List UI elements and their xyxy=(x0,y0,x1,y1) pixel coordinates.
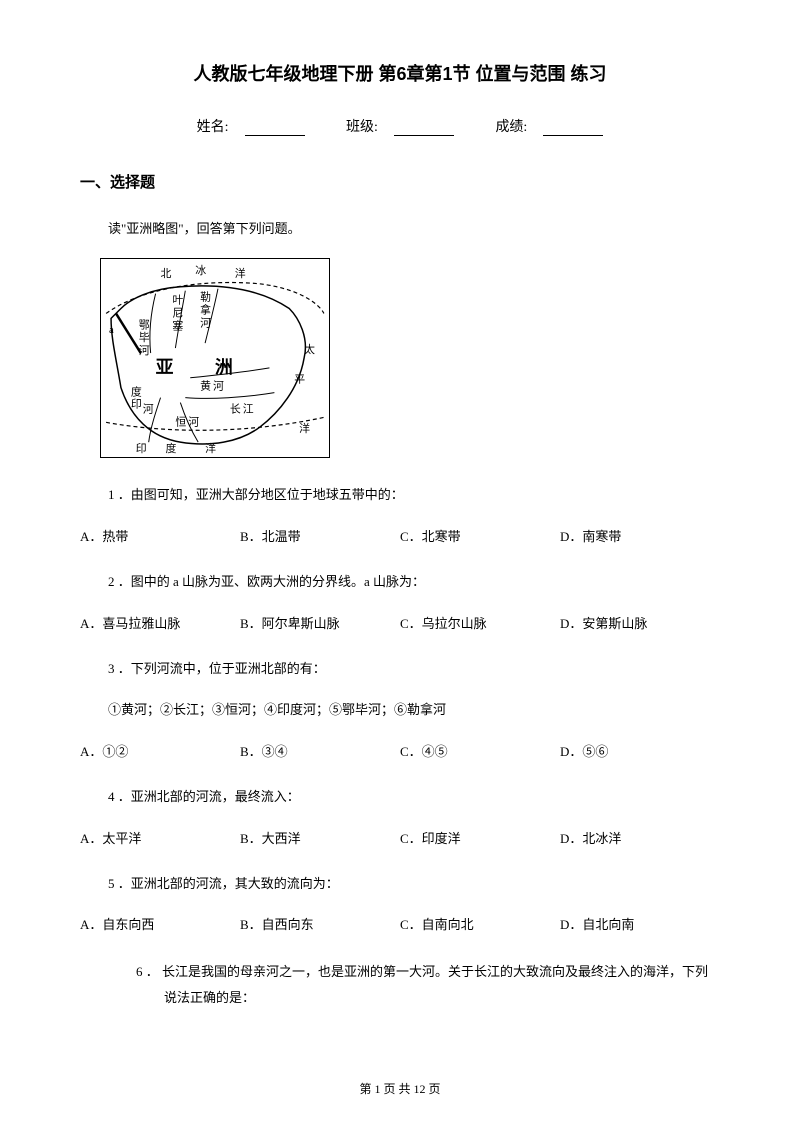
ob-river xyxy=(150,294,156,353)
label-lena2: 拿 xyxy=(200,303,211,317)
label-yellow1: 黄 xyxy=(200,379,211,393)
label-indus3: 河 xyxy=(143,403,154,416)
question-2: 2 ．图中的 a 山脉为亚、欧两大洲的分界线。a 山脉为： xyxy=(108,570,720,593)
label-ni: 尼 xyxy=(172,307,183,320)
opt-3d: D．⑤⑥ xyxy=(560,740,720,763)
label-a: a xyxy=(109,325,114,337)
question-6: 6 ． 长江是我国的母亲河之一，也是亚洲的第一大河。关于长江的大致流向及最终注入… xyxy=(136,959,720,1011)
opt-4a: A．太平洋 xyxy=(80,827,240,850)
opt-2d: D．安第斯山脉 xyxy=(560,612,720,635)
label-arctic3: 洋 xyxy=(235,266,246,280)
label-ob1: 鄂 xyxy=(139,319,150,332)
score-label: 成绩: xyxy=(495,120,527,135)
map-svg: a 北 冰 洋 鄂 毕 河 叶 尼 塞 勒 拿 河 亚 洲 黄 河 长 江 印 … xyxy=(101,259,329,457)
question-4: 4 ．亚洲北部的河流，最终流入： xyxy=(108,785,720,808)
label-yenisei: 叶 xyxy=(172,294,183,307)
label-lena1: 勒 xyxy=(200,291,211,304)
opt-5a: A．自东向西 xyxy=(80,913,240,936)
options-3: A．①② B．③④ C．④⑤ D．⑤⑥ xyxy=(80,740,720,763)
label-indus1: 印 xyxy=(131,398,142,411)
question-5: 5 ．亚洲北部的河流，其大致的流向为： xyxy=(108,872,720,895)
class-label: 班级: xyxy=(346,120,378,135)
options-1: A．热带 B．北温带 C．北寒带 D．南寒带 xyxy=(80,525,720,548)
section-heading: 一、选择题 xyxy=(80,171,720,192)
opt-1c: C．北寒带 xyxy=(400,525,560,548)
student-info-row: 姓名: 班级: 成绩: xyxy=(80,116,720,136)
label-ganges2: 河 xyxy=(188,416,199,429)
label-asia1: 亚 xyxy=(156,357,174,377)
q6-text: 6 ． 长江是我国的母亲河之一，也是亚洲的第一大河。关于长江的大致流向及最终注入… xyxy=(136,964,708,1005)
label-indus2: 度 xyxy=(131,385,142,399)
opt-4d: D．北冰洋 xyxy=(560,827,720,850)
label-pacific1: 太 xyxy=(304,343,315,356)
opt-2a: A．喜马拉雅山脉 xyxy=(80,612,240,635)
opt-2c: C．乌拉尔山脉 xyxy=(400,612,560,635)
label-yangtze1: 长 xyxy=(230,403,241,416)
label-yellow2: 河 xyxy=(213,380,224,393)
yangtze-river xyxy=(185,393,274,399)
options-2: A．喜马拉雅山脉 B．阿尔卑斯山脉 C．乌拉尔山脉 D．安第斯山脉 xyxy=(80,612,720,635)
question-3: 3 ．下列河流中，位于亚洲北部的有： xyxy=(108,657,720,680)
label-ganges1: 恒 xyxy=(175,416,186,429)
label-pacific2: 平 xyxy=(294,374,305,386)
label-arctic2: 冰 xyxy=(195,264,206,277)
name-blank xyxy=(245,122,305,136)
instruction-text: 读"亚洲略图"，回答第下列问题。 xyxy=(108,217,720,240)
label-yangtze2: 江 xyxy=(243,403,254,416)
score-blank xyxy=(543,122,603,136)
options-4: A．太平洋 B．大西洋 C．印度洋 D．北冰洋 xyxy=(80,827,720,850)
opt-5b: B．自西向东 xyxy=(240,913,400,936)
label-arctic1: 北 xyxy=(161,267,172,280)
opt-1a: A．热带 xyxy=(80,525,240,548)
ural-mountains xyxy=(116,314,141,354)
label-indian2: 度 xyxy=(166,441,177,455)
options-5: A．自东向西 B．自西向东 C．自南向北 D．自北向南 xyxy=(80,913,720,936)
arctic-circle-line xyxy=(106,283,324,314)
opt-3b: B．③④ xyxy=(240,740,400,763)
name-label: 姓名: xyxy=(197,120,229,135)
opt-5c: C．自南向北 xyxy=(400,913,560,936)
label-lena3: 河 xyxy=(200,317,211,330)
question-1: 1 ．由图可知，亚洲大部分地区位于地球五带中的： xyxy=(108,483,720,506)
opt-1d: D．南寒带 xyxy=(560,525,720,548)
label-ob3: 河 xyxy=(139,344,150,357)
opt-4b: B．大西洋 xyxy=(240,827,400,850)
opt-3a: A．①② xyxy=(80,740,240,763)
label-ob2: 毕 xyxy=(139,332,150,345)
opt-1b: B．北温带 xyxy=(240,525,400,548)
opt-5d: D．自北向南 xyxy=(560,913,720,936)
opt-2b: B．阿尔卑斯山脉 xyxy=(240,612,400,635)
page-footer: 第 1 页 共 12 页 xyxy=(0,1080,800,1097)
opt-4c: C．印度洋 xyxy=(400,827,560,850)
asia-map: a 北 冰 洋 鄂 毕 河 叶 尼 塞 勒 拿 河 亚 洲 黄 河 长 江 印 … xyxy=(100,258,330,458)
label-sai: 塞 xyxy=(172,319,183,333)
page-title: 人教版七年级地理下册 第6章第1节 位置与范围 练习 xyxy=(80,60,720,86)
label-indian1: 印 xyxy=(136,442,147,455)
label-pacific3: 洋 xyxy=(299,422,310,436)
opt-3c: C．④⑤ xyxy=(400,740,560,763)
label-indian3: 洋 xyxy=(205,441,216,455)
question-3-sub: ①黄河；②长江；③恒河；④印度河；⑤鄂毕河；⑥勒拿河 xyxy=(108,698,720,721)
class-blank xyxy=(394,122,454,136)
